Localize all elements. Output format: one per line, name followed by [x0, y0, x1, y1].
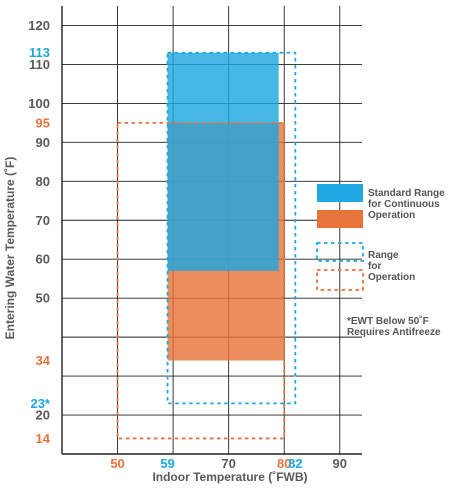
legend-label-range-1: for	[368, 261, 381, 272]
note-line-1: Requires Antifreeze	[347, 327, 441, 338]
dashed-region-3	[116, 121, 286, 440]
y-tick-label-110: 110	[29, 57, 50, 72]
legend-label-standard-0: Standard Range	[368, 188, 445, 199]
x-tick-label-90: 90	[333, 456, 347, 471]
dashed-region-2	[166, 51, 297, 405]
y-tick-label-23: 23*	[30, 396, 50, 411]
x-tick-label-82: 82	[288, 456, 302, 471]
y-tick-label-14: 14	[36, 431, 51, 446]
x-tick-label-59: 59	[160, 456, 174, 471]
y-tick-label-34: 34	[36, 353, 51, 368]
legend-swatch-dashed-orange	[316, 269, 364, 291]
legend-label-range-2: Operation	[368, 272, 415, 283]
y-tick-label-80: 80	[36, 174, 50, 189]
legend-swatch-solid-blue	[317, 184, 363, 202]
filled-region-1	[167, 52, 279, 271]
x-tick-label-70: 70	[221, 456, 235, 471]
legend-label-standard-2: Operation	[368, 210, 415, 221]
x-tick-label-50: 50	[110, 456, 124, 471]
y-tick-label-20: 20	[36, 408, 50, 423]
y-tick-label-70: 70	[36, 213, 50, 228]
note-line-0: *EWT Below 50˚F	[347, 315, 429, 327]
range-regions	[116, 51, 297, 440]
y-axis-title: Entering Water Temperature (˚F)	[3, 157, 17, 340]
legend-label-standard-1: for Continuous	[368, 199, 440, 210]
x-axis-title: Indoor Temperature (˚FWB)	[152, 470, 307, 484]
y-tick-label-50: 50	[36, 291, 50, 306]
y-tick-label-95: 95	[36, 115, 50, 130]
legend-label-range-0: Range	[368, 250, 399, 261]
legend-swatch-dashed-blue	[316, 242, 364, 262]
y-tick-label-100: 100	[28, 96, 50, 111]
y-tick-label-60: 60	[36, 252, 50, 267]
legend-swatch-solid-orange	[317, 210, 363, 228]
x-tick-label-80: 80	[277, 456, 291, 471]
y-tick-label-120: 120	[28, 18, 50, 33]
y-tick-label-90: 90	[36, 135, 50, 150]
y-tick-label-113: 113	[29, 45, 50, 60]
